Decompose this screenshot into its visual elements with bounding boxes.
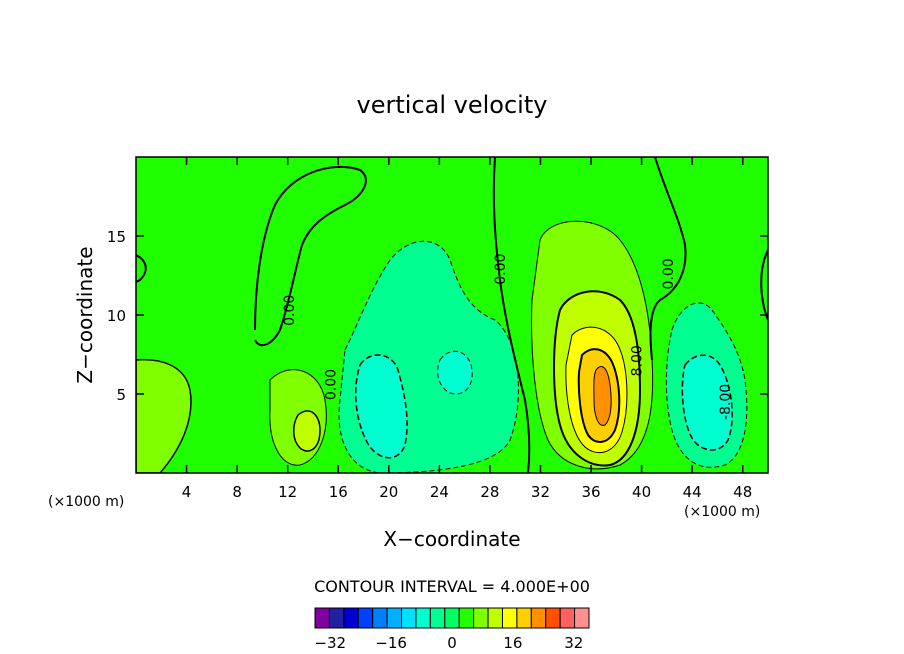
contour-label: 0.00 bbox=[282, 295, 298, 326]
colorbar-cell bbox=[530, 607, 547, 629]
colorbar-tick-label: 32 bbox=[564, 634, 583, 652]
contour-labels: 0.00 0.00 0.00 8.00 0.00 -8.00 bbox=[282, 254, 734, 420]
x-tick-label: 32 bbox=[531, 483, 550, 501]
colorbar-cell bbox=[314, 607, 330, 629]
y-axis: 5 10 15 bbox=[107, 228, 768, 404]
x-tick-label: 40 bbox=[632, 483, 651, 501]
x-unit-right: (×1000 m) bbox=[684, 504, 760, 520]
contour-label: 8.00 bbox=[630, 345, 646, 376]
colorbar-tick-label: −16 bbox=[375, 634, 407, 652]
contour-label: 0.00 bbox=[661, 258, 677, 289]
x-axis: 4 8 12 16 20 24 28 32 36 40 44 48 bbox=[182, 157, 752, 501]
y-axis-label: Z−coordinate bbox=[73, 246, 97, 383]
contour-label: -8.00 bbox=[718, 384, 734, 420]
chart-title: vertical velocity bbox=[357, 91, 548, 119]
x-tick-label: 24 bbox=[430, 483, 449, 501]
zero-contour-far-right bbox=[760, 249, 768, 321]
colorbar-cell bbox=[545, 607, 561, 629]
colorbar: −32 −16 0 16 32 bbox=[314, 607, 590, 652]
contour-label: 0.00 bbox=[493, 254, 509, 285]
x-tick-label: 48 bbox=[733, 483, 752, 501]
colorbar-cell bbox=[559, 607, 576, 629]
colorbar-cell bbox=[574, 607, 590, 629]
contour-fill-right-deeper bbox=[681, 354, 733, 451]
x-tick-label: 20 bbox=[379, 483, 398, 501]
zero-contour-left-edge bbox=[136, 254, 147, 283]
colorbar-cell bbox=[401, 607, 417, 629]
colorbar-cell bbox=[501, 607, 518, 629]
contour-field bbox=[136, 157, 768, 473]
zero-contour-left bbox=[254, 165, 367, 347]
zero-contour-right bbox=[649, 157, 687, 361]
colorbar-tick-label: 0 bbox=[447, 634, 457, 652]
contour-fill-center-right-cell bbox=[437, 350, 473, 395]
y-tick-label: 15 bbox=[107, 228, 126, 246]
colorbar-cell bbox=[328, 607, 345, 629]
x-tick-label: 36 bbox=[581, 483, 600, 501]
colorbar-cell bbox=[516, 607, 532, 629]
colorbar-cell bbox=[372, 607, 388, 629]
y-tick-label: 10 bbox=[107, 307, 126, 325]
x-tick-label: 12 bbox=[278, 483, 297, 501]
colorbar-cell bbox=[415, 607, 431, 629]
contour-fill-left-inner bbox=[293, 410, 321, 452]
colorbar-cell bbox=[487, 607, 503, 629]
x-tick-label: 16 bbox=[329, 483, 348, 501]
contour-fill-updraft-core bbox=[593, 366, 612, 426]
colorbar-cell bbox=[343, 607, 359, 629]
x-tick-label: 44 bbox=[683, 483, 702, 501]
x-tick-label: 28 bbox=[480, 483, 499, 501]
contour-label: 0.00 bbox=[324, 369, 340, 400]
colorbar-cell bbox=[386, 607, 403, 629]
colorbar-tick-label: 16 bbox=[503, 634, 522, 652]
colorbar-cell bbox=[458, 607, 475, 629]
contour-interval-text: CONTOUR INTERVAL = 4.000E+00 bbox=[314, 577, 590, 596]
colorbar-cell bbox=[429, 607, 446, 629]
x-unit-left: (×1000 m) bbox=[48, 494, 124, 510]
zero-contour-center bbox=[492, 157, 531, 473]
contour-fill-low-left-positive bbox=[136, 358, 192, 473]
y-tick-label: 5 bbox=[116, 386, 126, 404]
x-axis-label: X−coordinate bbox=[383, 527, 520, 551]
x-tick-label: 8 bbox=[232, 483, 242, 501]
colorbar-cell bbox=[444, 607, 460, 629]
contour-fill-center-deeper bbox=[355, 354, 408, 459]
colorbar-cell bbox=[357, 607, 374, 629]
x-tick-label: 4 bbox=[182, 483, 192, 501]
colorbar-cell bbox=[473, 607, 489, 629]
colorbar-tick-label: −32 bbox=[314, 634, 346, 652]
